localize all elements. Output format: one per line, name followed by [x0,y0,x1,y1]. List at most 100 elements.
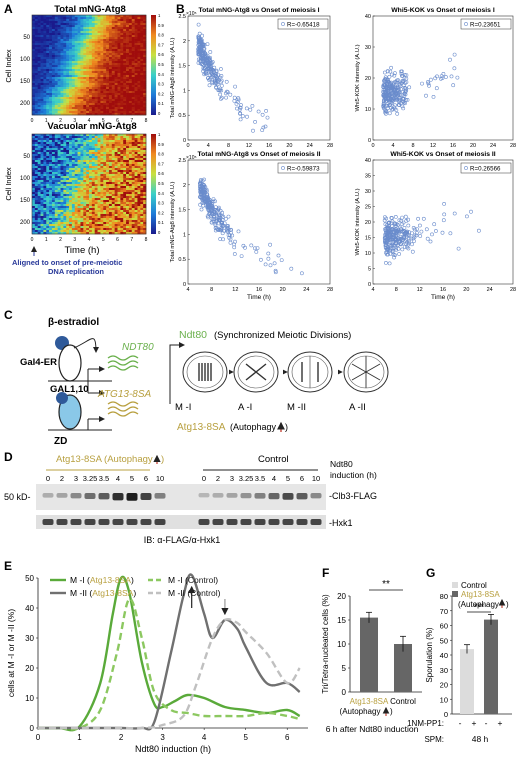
scatter-point [394,80,399,85]
heatmap-cell [77,198,81,201]
heatmap-cell [103,198,107,201]
scatter-exponent: ×10⁵ [186,155,197,161]
heatmap-cell [69,79,73,82]
heatmap-cell [63,212,67,215]
heatmap-cell [103,208,107,211]
heatmap-cell [46,172,50,175]
heatmap-cell [100,45,104,48]
heatmap-cell [80,176,84,179]
heatmap-cell [114,107,118,110]
scatter-point [382,85,387,90]
heatmap-cell [32,150,36,153]
scatter-point [276,253,281,258]
heatmap-cell [40,178,44,181]
heatmap-cell [46,216,50,219]
heatmap-cell [46,71,50,74]
scatter-point [213,211,217,216]
heatmap-cell [128,180,133,183]
heatmap-cell [114,91,118,94]
heatmap-cell [69,212,73,215]
heatmap-cell [123,33,127,36]
scatter-point [196,57,201,62]
heatmap-cell [114,176,118,179]
heatmap-cell [37,67,41,70]
heatmap-cell [91,134,95,137]
heatmap-cell [51,37,56,40]
heatmap-cell [111,47,115,50]
heatmap-cell [32,41,36,44]
scatter-point [199,37,204,42]
heatmap-cell [57,77,61,80]
heatmap-cell [80,51,84,54]
scatter-point [205,204,210,209]
heatmap-cell [40,212,44,215]
heatmap-cell [46,184,50,187]
heatmap-cell [74,140,78,143]
heatmap-cell [123,47,127,50]
heatmap-cell [69,152,73,155]
heatmap-cell [140,180,144,183]
heatmap-cell [63,196,67,199]
heatmap-cell [106,196,110,199]
heatmap-cell [51,101,56,104]
heatmap-cell [123,182,127,185]
heatmap-cell [60,184,64,187]
heatmap-cell [106,49,110,52]
heatmap-cell [123,154,127,157]
heatmap-cell [51,113,56,116]
heatmap-cell [131,107,135,110]
correlation-legend-box [277,162,329,174]
heatmap-cell [49,33,53,36]
heatmap-cell [54,61,58,64]
heatmap-cell [37,188,41,191]
heatmap-cell [49,188,53,191]
heatmap-cell [43,25,47,28]
scatter-point [384,86,389,91]
heatmap-cell [108,31,113,34]
heatmap-cell [34,85,38,88]
heatmap-cell [94,103,98,106]
heatmap-cell [80,150,84,153]
heatmap-cell [74,168,78,171]
scatter-point [266,251,271,256]
heatmap-cell [114,27,118,30]
heatmap-cell [123,21,127,24]
heatmap-cell [86,43,90,46]
heatmap-cell [54,55,58,58]
heatmap-cell [91,107,95,110]
heatmap-cell [89,43,93,46]
heatmap-cell [66,53,70,56]
heatmap-cell [69,176,73,179]
heatmap-cell [143,111,147,114]
heatmap-cell [80,188,84,191]
heatmap-cell [57,202,61,205]
heatmap-cell [103,47,107,50]
heatmap-cell [123,69,127,72]
heatmap-cell [137,190,141,193]
heatmap-cell [49,105,53,108]
heatmap-cell [57,154,61,157]
heatmap-cell [100,87,104,90]
heatmap-cell [123,188,127,191]
scatter-point [233,84,238,89]
heatmap-cell [137,184,141,187]
heatmap-cell [100,210,104,213]
heatmap-cell [37,184,41,187]
heatmap-cell [114,206,118,209]
heatmap-cell [77,87,81,90]
heatmap-cell [86,134,90,137]
heatmap-cell [120,228,124,231]
scatter-point [221,223,226,228]
heatmap-cell [126,134,130,137]
heatmap-cell [94,172,98,175]
heatmap-cell [80,138,84,141]
heatmap-cell [143,43,147,46]
heatmap-cell [40,55,44,58]
scatter-title: Whi5-KOK vs Onset of meiosis II [390,151,495,158]
scatter-point [439,74,444,79]
heatmap-cell [117,146,121,149]
heatmap-cell [49,53,53,56]
heatmap-cell [43,226,47,229]
heatmap-cell [106,224,110,227]
heatmap-cell [46,33,50,36]
